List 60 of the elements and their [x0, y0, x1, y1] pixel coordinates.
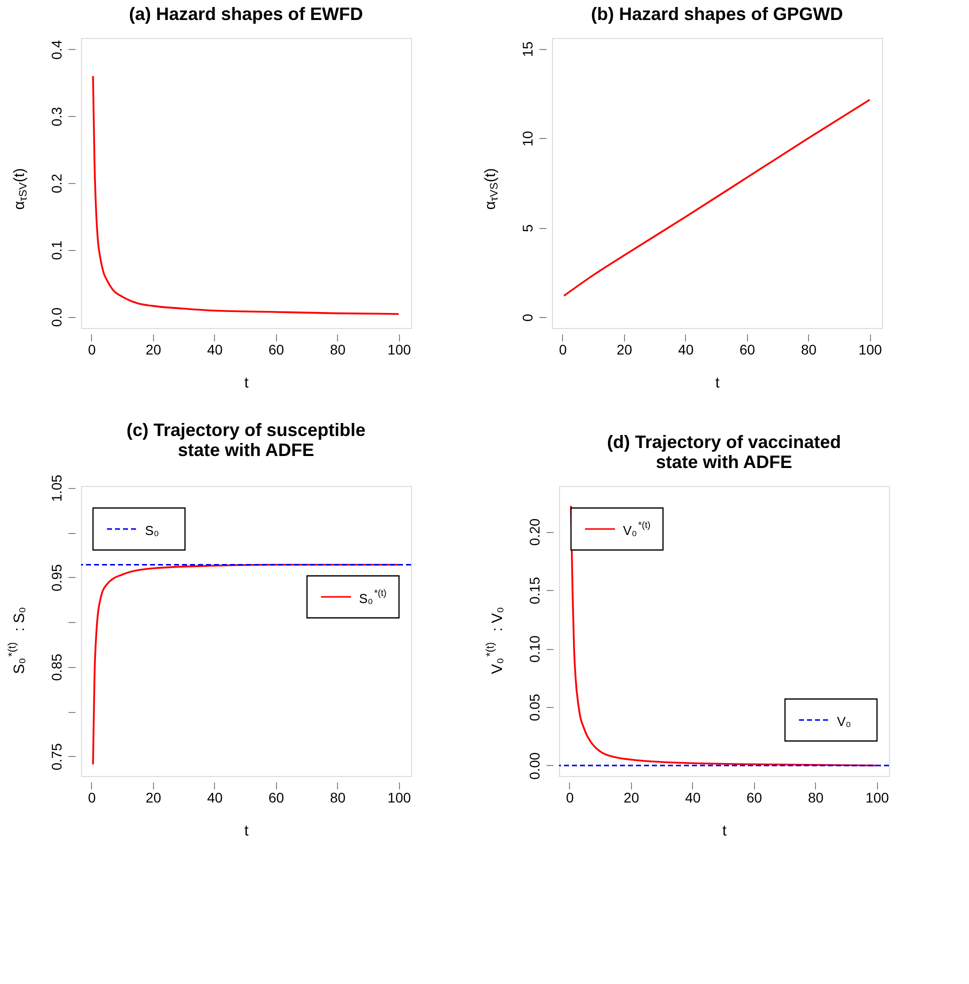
x-tick-label: 0: [566, 790, 574, 806]
x-tick-label: 0: [88, 790, 96, 806]
y-tick-label: 0.05: [526, 694, 542, 722]
y-tick-label: 0.85: [48, 653, 64, 681]
y-tick-label: 0.00: [526, 752, 542, 780]
x-tick-label: 40: [207, 342, 223, 358]
x-tick-label: 80: [808, 790, 824, 806]
x-tick-label: 20: [146, 342, 162, 358]
x-tick-label: 40: [207, 790, 223, 806]
y-tick-label: 0.15: [526, 576, 542, 604]
x-tick-label: 80: [800, 342, 817, 358]
x-tick-label: 80: [330, 790, 346, 806]
y-tick-label: 0.20: [526, 518, 542, 546]
x-tick-label: 40: [685, 790, 701, 806]
x-tick-label: 100: [858, 342, 882, 358]
y-tick-label: 0.0: [48, 307, 64, 327]
x-tick-label: 0: [559, 342, 568, 358]
y-tick-label: 0.3: [48, 106, 64, 126]
chart-title: (b) Hazard shapes of GPGWD: [590, 4, 844, 24]
x-axis-title: t: [244, 374, 250, 392]
x-tick-label: 0: [88, 342, 96, 358]
x-tick-label: 60: [740, 342, 756, 358]
chart-title: (d) Trajectory of vaccinated state with ADFE: [606, 432, 842, 472]
x-tick-label: 60: [746, 790, 762, 806]
x-tick-label: 60: [268, 790, 284, 806]
x-tick-label: 100: [388, 342, 412, 358]
line-series: [570, 504, 878, 766]
legend-label: S₀: [145, 523, 160, 538]
chart-title: (c) Trajectory of susceptible state with ADFE: [126, 420, 366, 460]
y-tick-label: 0.10: [526, 635, 542, 663]
y-axis-title: V₀*(t) : V₀: [484, 606, 506, 674]
x-tick-label: 100: [866, 790, 890, 806]
y-tick-label: 0.2: [48, 174, 64, 194]
legend-label: V₀: [837, 714, 852, 729]
y-tick-label: 1.05: [48, 474, 64, 502]
chart-title: (a) Hazard shapes of EWFD: [128, 4, 364, 24]
line-series: [563, 98, 871, 297]
x-tick-label: 100: [388, 790, 412, 806]
line-series: [92, 75, 400, 315]
x-axis-title: t: [722, 822, 728, 840]
y-tick-label: 0.1: [48, 240, 64, 260]
y-tick-label: 0: [520, 314, 536, 322]
x-tick-label: 80: [330, 342, 346, 358]
x-tick-label: 40: [678, 342, 694, 358]
x-tick-label: 20: [624, 790, 640, 806]
y-axis-title: ατVS(t): [482, 168, 500, 210]
x-tick-label: 20: [146, 790, 162, 806]
y-axis-title: ατSV(t): [11, 168, 30, 210]
y-axis-title: S₀*(t) : S₀: [6, 606, 28, 674]
x-axis-title: t: [715, 374, 720, 392]
y-tick-label: 0.75: [48, 742, 64, 770]
x-tick-label: 20: [616, 342, 632, 358]
line-series: [92, 564, 400, 766]
y-tick-label: 0.95: [48, 564, 64, 592]
x-tick-label: 60: [268, 342, 284, 358]
y-tick-label: 10: [520, 130, 536, 147]
y-tick-label: 15: [520, 41, 536, 58]
y-tick-label: 0.4: [48, 40, 64, 60]
x-axis-title: t: [244, 822, 250, 840]
y-tick-label: 5: [520, 224, 536, 232]
